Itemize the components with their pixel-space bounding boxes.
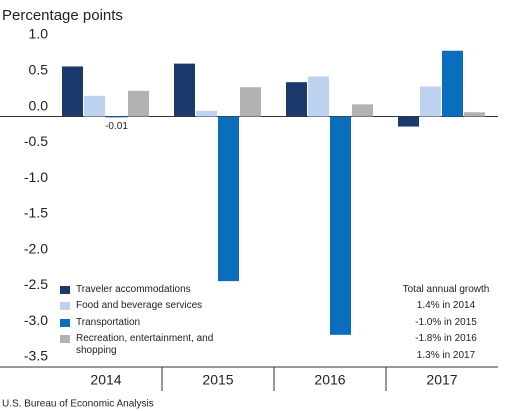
- bar: [62, 66, 83, 117]
- bar: [330, 116, 351, 335]
- y-tick-label: -3.5: [24, 348, 48, 364]
- bar: [196, 110, 217, 117]
- bar: [398, 116, 419, 127]
- y-tick-label: 0.5: [29, 61, 49, 77]
- bar: [240, 87, 261, 117]
- annotation-title: Total annual growth: [402, 284, 490, 295]
- x-tick-label: 2015: [202, 372, 233, 388]
- bar: [218, 116, 239, 282]
- bar: [464, 112, 485, 117]
- legend-swatch: [60, 319, 70, 327]
- y-tick-label: -0.5: [24, 133, 48, 149]
- y-tick-label: -3.0: [24, 312, 48, 328]
- legend-swatch: [60, 302, 70, 310]
- legend-swatch: [60, 335, 70, 343]
- y-tick-label: -1.5: [24, 205, 48, 221]
- legend-swatch: [60, 286, 70, 294]
- bar: [106, 116, 127, 118]
- annotation-line: 1.4% in 2014: [416, 300, 476, 311]
- y-tick-label: -1.0: [24, 169, 48, 185]
- y-tick-label: 0.0: [29, 97, 49, 113]
- y-tick-label: -2.0: [24, 240, 48, 256]
- data-label: -0.01: [105, 121, 128, 132]
- legend-label: Traveler accommodations: [76, 284, 191, 295]
- annotation-line: -1.0% in 2015: [415, 316, 477, 328]
- y-tick-label: 1.0: [29, 26, 49, 42]
- x-tick-label: 2016: [314, 372, 345, 388]
- annotation-line: 1.3% in 2017: [416, 349, 476, 361]
- legend-label: Food and beverage services: [76, 300, 203, 311]
- x-tick-label: 2017: [426, 372, 457, 388]
- y-tick-label: -2.5: [24, 276, 48, 292]
- bar: [308, 76, 329, 117]
- bar: [174, 63, 195, 117]
- bar: [442, 50, 463, 117]
- annotation-line: -1.8% in 2016: [415, 333, 477, 344]
- legend-label: Recreation, entertainment, and shopping: [76, 333, 214, 356]
- source: U.S. Bureau of Economic Analysis: [2, 399, 154, 410]
- bar: [420, 86, 441, 117]
- bar: [286, 82, 307, 117]
- legend-label: Transportation: [76, 317, 141, 328]
- x-tick-label: 2014: [90, 372, 121, 388]
- bar: [352, 104, 373, 117]
- y-axis-title: Percentage points: [2, 7, 123, 24]
- bar: [84, 95, 105, 117]
- bar: [128, 90, 149, 117]
